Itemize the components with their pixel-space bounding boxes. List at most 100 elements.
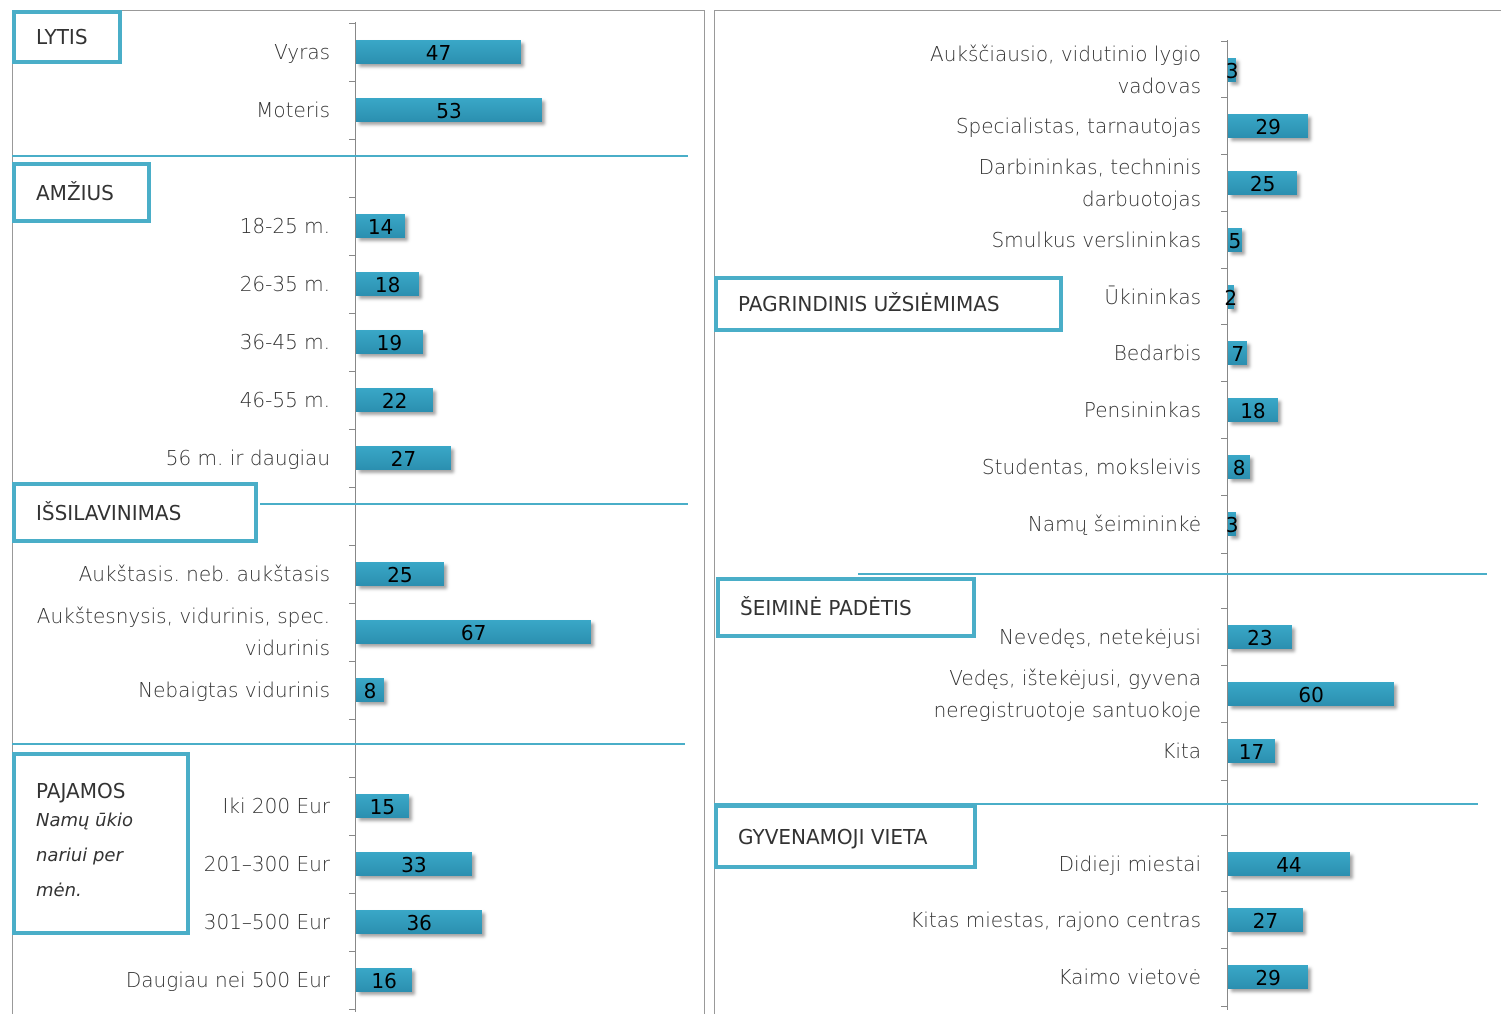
value-label: 16	[371, 969, 397, 993]
axis-tick	[1221, 495, 1227, 496]
section-title: IŠSILAVINIMAS	[36, 500, 182, 525]
section-separator	[12, 155, 688, 157]
value-label: 17	[1238, 740, 1265, 764]
section-title: AMŽIUS	[36, 180, 114, 205]
value-label: 29	[1255, 115, 1281, 139]
bar	[1228, 739, 1276, 763]
axis-tick	[1221, 948, 1227, 949]
bar	[1228, 228, 1242, 252]
section-title: ŠEIMINĖ PADĖTIS	[740, 595, 912, 620]
section-title: LYTIS	[36, 25, 88, 49]
category-label: Kaimo vietovė	[1058, 965, 1201, 989]
section-title-box: GYVENAMOJI VIETA	[714, 804, 977, 869]
category-label: Moteris	[256, 98, 330, 122]
value-label: 60	[1298, 683, 1324, 707]
section-separator	[714, 803, 1478, 805]
value-label: 5	[1228, 229, 1242, 253]
bar	[1228, 965, 1309, 989]
bar	[1228, 341, 1248, 365]
axis-tick	[1221, 891, 1227, 892]
value-label: 53	[436, 99, 462, 123]
value-label: 25	[1249, 172, 1276, 196]
category-label: Iki 200 Eur	[222, 794, 330, 818]
axis-tick	[1221, 665, 1227, 666]
axis-tick	[1221, 835, 1227, 836]
axis-tick	[1221, 41, 1227, 42]
axis-tick	[349, 197, 355, 198]
axis-tick	[1221, 97, 1227, 98]
axis-tick	[1221, 722, 1227, 723]
category-label: 26-35 m.	[239, 272, 330, 296]
bar	[356, 620, 592, 644]
bar	[1228, 171, 1298, 195]
bar	[1228, 908, 1303, 932]
section-separator	[260, 503, 688, 505]
bar	[356, 968, 413, 992]
category-label: Studentas, moksleivis	[981, 455, 1201, 479]
value-label: 33	[401, 853, 427, 877]
section-title: PAGRINDINIS UŽSIĖMIMAS	[738, 292, 1000, 316]
panel-border	[714, 10, 1501, 11]
value-label: 27	[1252, 909, 1279, 933]
axis-tick	[349, 835, 355, 836]
value-label: 15	[369, 795, 396, 819]
category-label: Kita	[1162, 739, 1201, 763]
section-subtitle: Namų ūkio nariui per mėn.	[36, 810, 134, 901]
category-label: 46-55 m.	[239, 388, 330, 412]
category-label: Darbininkas, techninis darbuotojas	[978, 155, 1201, 211]
axis-tick	[349, 429, 355, 430]
axis-tick	[1221, 211, 1227, 212]
value-label: 19	[376, 331, 403, 355]
category-label: 301–500 Eur	[203, 910, 330, 934]
bar	[1228, 625, 1292, 649]
category-label: Ūkininkas	[1104, 285, 1201, 309]
value-label: 3	[1225, 513, 1239, 537]
axis-tick	[349, 545, 355, 546]
axis-line	[1227, 40, 1228, 1010]
bar	[356, 794, 409, 818]
category-label: Daugiau nei 500 Eur	[125, 968, 330, 992]
bar	[356, 98, 543, 122]
section-title-box: PAJAMOS Namų ūkio nariui per mėn.	[12, 752, 190, 935]
category-label: Vedęs, ištekėjusi, gyvena neregistruotoj…	[933, 666, 1201, 722]
value-label: 3	[1225, 59, 1239, 83]
bar	[356, 388, 434, 412]
axis-tick	[349, 777, 355, 778]
bar	[356, 678, 385, 702]
axis-line	[355, 22, 356, 1012]
value-label: 2	[1224, 286, 1238, 310]
axis-tick	[1221, 608, 1227, 609]
axis-tick	[1221, 553, 1227, 554]
value-label: 7	[1231, 342, 1245, 366]
bar	[1228, 682, 1395, 706]
axis-tick	[349, 1009, 355, 1010]
axis-tick	[1221, 438, 1227, 439]
value-label: 18	[1240, 399, 1266, 423]
panel-border	[714, 10, 715, 1014]
axis-tick	[1221, 381, 1227, 382]
category-label: 56 m. ir daugiau	[165, 446, 330, 470]
section-title-box: IŠSILAVINIMAS	[12, 482, 258, 543]
axis-tick	[1221, 268, 1227, 269]
axis-tick	[349, 81, 355, 82]
axis-tick	[349, 719, 355, 720]
category-label: Smulkus verslininkas	[991, 228, 1201, 252]
section-title-box: LYTIS	[12, 10, 122, 64]
category-label: Nebaigtas vidurinis	[138, 678, 330, 702]
bar	[1228, 852, 1350, 876]
axis-tick	[349, 371, 355, 372]
value-label: 44	[1276, 853, 1302, 877]
axis-tick	[349, 255, 355, 256]
value-label: 67	[460, 621, 487, 645]
value-label: 27	[390, 447, 417, 471]
axis-tick	[349, 139, 355, 140]
axis-tick	[349, 23, 355, 24]
axis-tick	[1221, 324, 1227, 325]
value-label: 47	[425, 41, 452, 65]
bar	[356, 272, 420, 296]
axis-tick	[349, 603, 355, 604]
bar	[1228, 58, 1237, 82]
section-title: GYVENAMOJI VIETA	[738, 824, 928, 849]
axis-tick	[349, 893, 355, 894]
category-label: Aukštasis. neb. aukštasis	[78, 562, 330, 586]
